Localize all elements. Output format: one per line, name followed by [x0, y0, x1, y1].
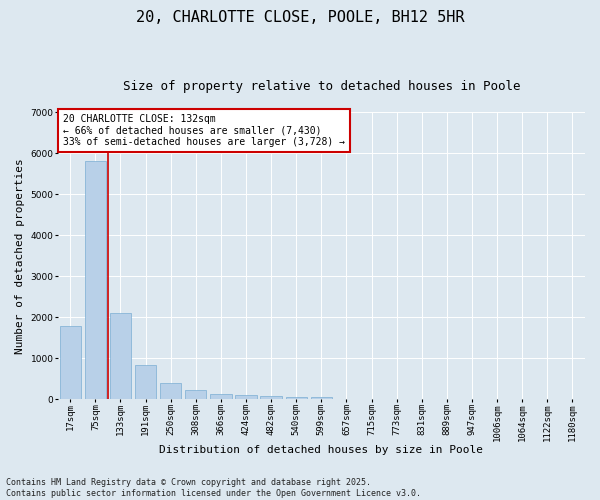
X-axis label: Distribution of detached houses by size in Poole: Distribution of detached houses by size …	[160, 445, 484, 455]
Bar	[260, 396, 282, 399]
Bar	[85, 160, 106, 399]
Bar	[286, 397, 307, 399]
Text: 20, CHARLOTTE CLOSE, POOLE, BH12 5HR: 20, CHARLOTTE CLOSE, POOLE, BH12 5HR	[136, 10, 464, 25]
Bar	[160, 384, 181, 399]
Text: Contains HM Land Registry data © Crown copyright and database right 2025.
Contai: Contains HM Land Registry data © Crown c…	[6, 478, 421, 498]
Bar	[210, 394, 232, 399]
Title: Size of property relative to detached houses in Poole: Size of property relative to detached ho…	[122, 80, 520, 93]
Bar	[311, 398, 332, 399]
Bar	[110, 313, 131, 399]
Bar	[185, 390, 206, 399]
Bar	[59, 326, 81, 399]
Text: 20 CHARLOTTE CLOSE: 132sqm
← 66% of detached houses are smaller (7,430)
33% of s: 20 CHARLOTTE CLOSE: 132sqm ← 66% of deta…	[63, 114, 345, 147]
Bar	[235, 396, 257, 399]
Y-axis label: Number of detached properties: Number of detached properties	[15, 158, 25, 354]
Bar	[135, 366, 156, 399]
